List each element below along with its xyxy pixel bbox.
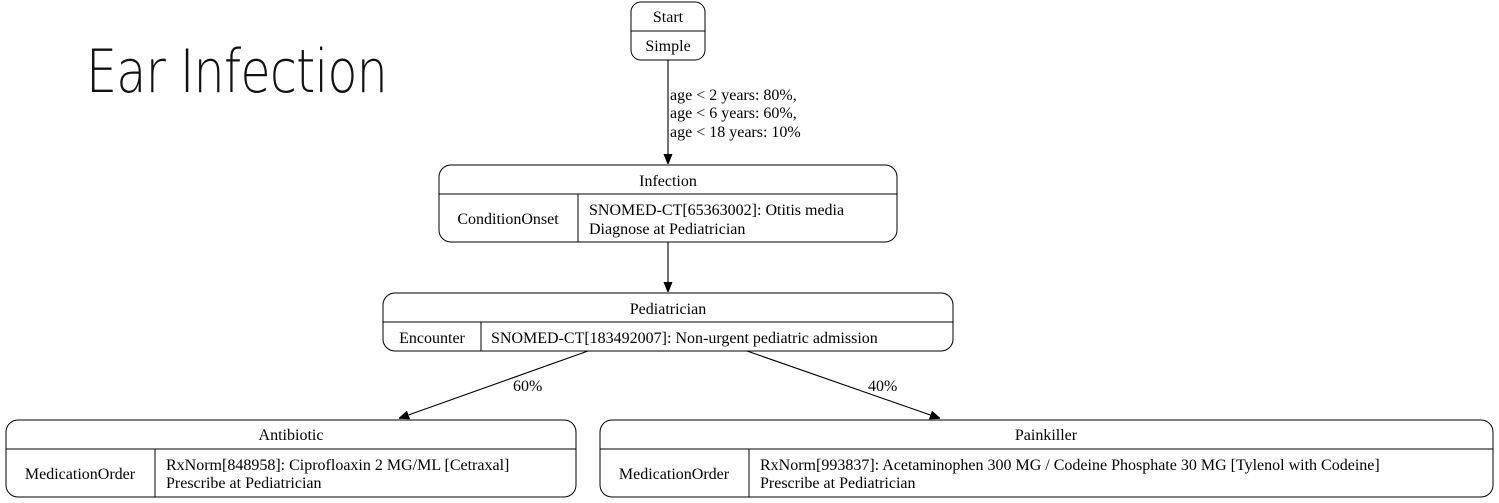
node-infection[interactable]: Infection ConditionOnset SNOMED-CT[65363…: [438, 164, 898, 243]
node-infection-detail: Diagnose at Pediatrician: [589, 221, 745, 238]
node-painkiller-type: MedicationOrder: [619, 466, 730, 483]
edge-start-infection: age < 2 years: 80%, age < 6 years: 60%, …: [668, 60, 801, 163]
node-painkiller[interactable]: Painkiller MedicationOrder RxNorm[993837…: [599, 419, 1494, 498]
edge-label: 40%: [868, 378, 897, 395]
node-infection-detail: SNOMED-CT[65363002]: Otitis media: [589, 202, 844, 219]
node-infection-name: Infection: [639, 173, 697, 190]
node-antibiotic-type: MedicationOrder: [25, 466, 136, 483]
node-painkiller-detail: RxNorm[993837]: Acetaminophen 300 MG / C…: [760, 457, 1380, 474]
node-pediatrician-name: Pediatrician: [630, 301, 706, 318]
node-antibiotic-detail: RxNorm[848958]: Ciprofloaxin 2 MG/ML [Ce…: [166, 457, 509, 474]
edge-label: 60%: [513, 378, 542, 395]
edge-label-line: age < 18 years: 10%: [670, 124, 801, 141]
node-pediatrician-detail: SNOMED-CT[183492007]: Non-urgent pediatr…: [491, 330, 878, 347]
node-antibiotic-name: Antibiotic: [259, 427, 324, 444]
edge-pediatrician-antibiotic: 60%: [400, 350, 589, 418]
node-start[interactable]: Start Simple: [630, 1, 706, 61]
edge-label-line: age < 2 years: 80%,: [670, 87, 797, 104]
node-pediatrician-type: Encounter: [399, 330, 465, 347]
node-pediatrician[interactable]: Pediatrician Encounter SNOMED-CT[1834920…: [382, 292, 954, 352]
edge-pediatrician-painkiller: 40%: [746, 350, 939, 418]
node-start-name: Start: [653, 9, 684, 26]
edge-label-line: age < 6 years: 60%,: [670, 105, 797, 122]
node-antibiotic-detail: Prescribe at Pediatrician: [166, 475, 322, 492]
node-antibiotic[interactable]: Antibiotic MedicationOrder RxNorm[848958…: [5, 419, 577, 498]
diagram-title: Ear Infection: [86, 37, 388, 107]
node-painkiller-detail: Prescribe at Pediatrician: [760, 475, 916, 492]
node-infection-type: ConditionOnset: [457, 211, 559, 228]
node-start-type: Simple: [645, 38, 690, 55]
node-painkiller-name: Painkiller: [1015, 427, 1078, 444]
